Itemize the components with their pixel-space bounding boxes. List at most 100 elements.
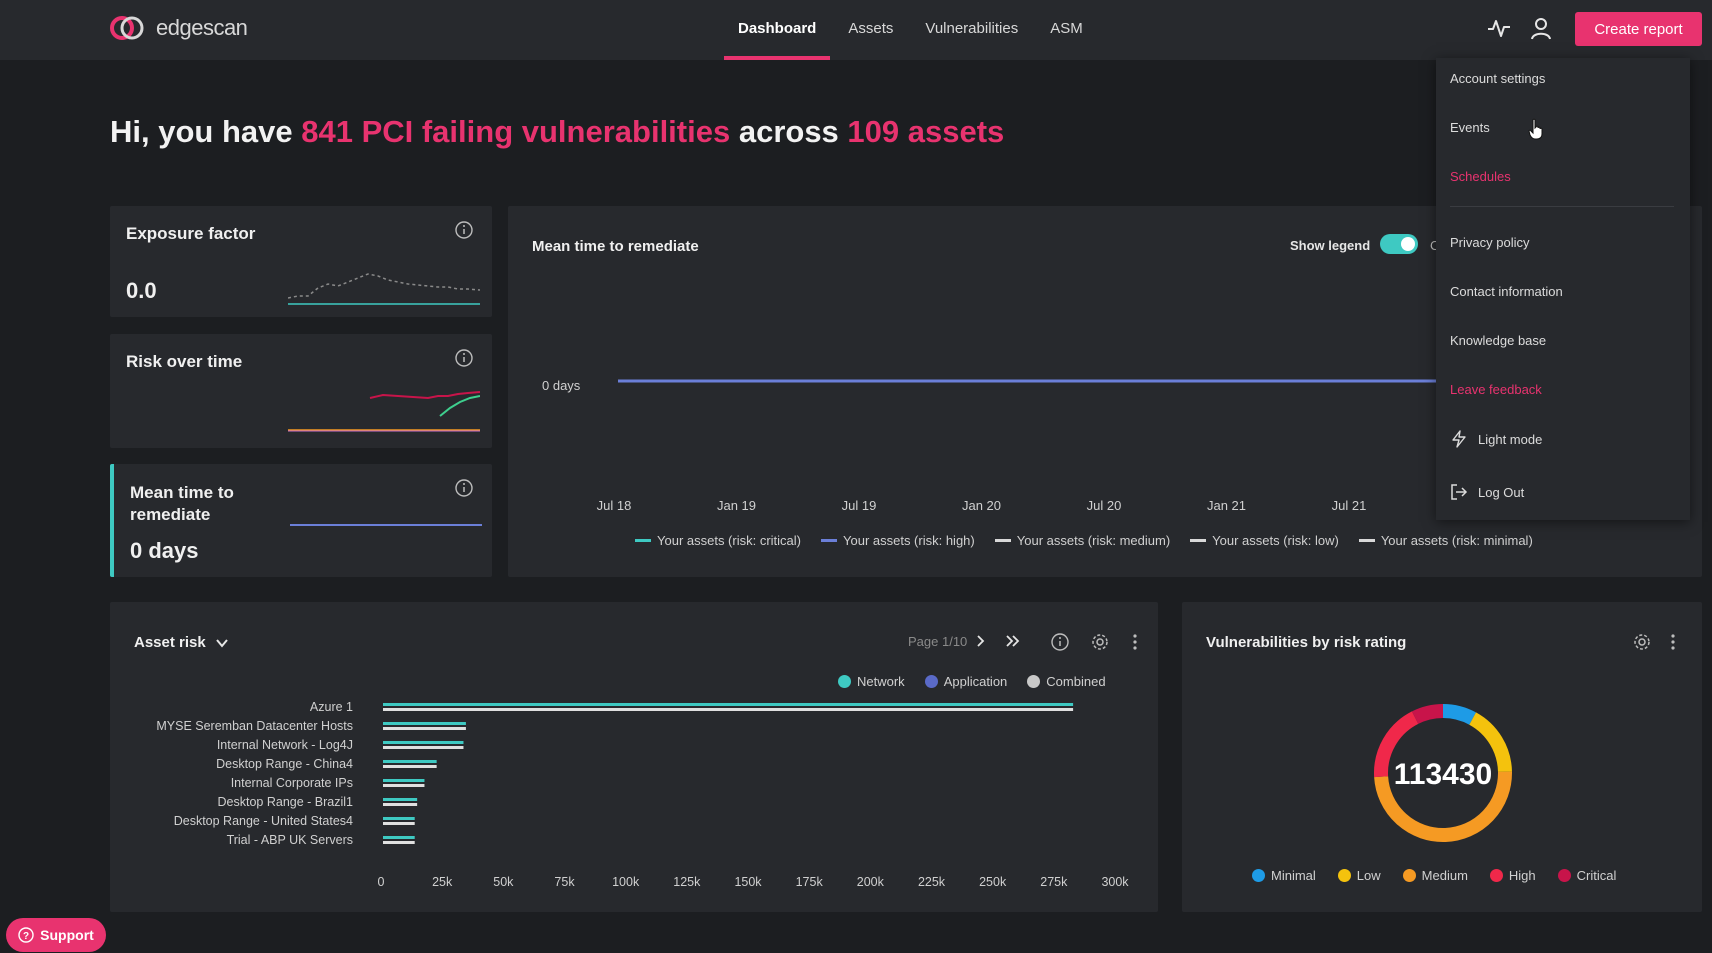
menu-privacy-policy[interactable]: Privacy policy xyxy=(1450,235,1530,250)
chevron-right-icon[interactable] xyxy=(972,632,990,650)
bar-network[interactable] xyxy=(383,836,415,839)
mean-time-to-remediate-card[interactable]: Mean time to remediate 0 days xyxy=(110,464,492,577)
donut-slice-critical[interactable] xyxy=(1411,704,1444,725)
nav-dashboard[interactable]: Dashboard xyxy=(724,0,831,60)
settings-icon[interactable] xyxy=(1632,632,1652,652)
category-label: Internal Network - Log4J xyxy=(217,738,353,752)
pci-vulns-count[interactable]: 841 PCI failing vulnerabilities xyxy=(301,114,731,149)
bar-network[interactable] xyxy=(383,722,466,725)
exposure-factor-card[interactable]: Exposure factor 0.0 xyxy=(110,206,492,317)
legend-item[interactable]: Your assets (risk: critical) xyxy=(635,533,801,548)
bar-combined[interactable] xyxy=(383,727,466,730)
bar-network[interactable] xyxy=(383,741,464,744)
bar-combined[interactable] xyxy=(383,803,418,806)
legend-item[interactable]: High xyxy=(1489,868,1536,883)
legend-swatch xyxy=(1190,539,1207,542)
x-axis-ticks: Jul 18 Jan 19 Jul 19 Jan 20 Jul 20 Jan 21 Jul … xyxy=(508,498,1702,518)
bar-combined[interactable] xyxy=(383,822,415,825)
asset-risk-dropdown[interactable]: Asset risk xyxy=(134,634,230,651)
donut-slice-medium[interactable] xyxy=(1374,771,1512,842)
user-menu-dropdown: Account settings Events Schedules Privac… xyxy=(1436,58,1690,520)
nav-vulnerabilities[interactable]: Vulnerabilities xyxy=(925,20,1019,37)
legend-item[interactable]: Your assets (risk: medium) xyxy=(994,533,1171,548)
legend-item[interactable]: Combined xyxy=(1027,674,1106,689)
legend-item[interactable]: Low xyxy=(1337,868,1381,883)
x-tick: 0 xyxy=(378,875,385,889)
nav-assets[interactable]: Assets xyxy=(848,20,894,37)
more-icon[interactable] xyxy=(1130,632,1140,652)
legend-item[interactable]: Minimal xyxy=(1252,868,1316,883)
bar-network[interactable] xyxy=(383,779,425,782)
legend-item[interactable]: Application xyxy=(924,674,1008,689)
menu-knowledge-base[interactable]: Knowledge base xyxy=(1450,333,1547,348)
bar-network[interactable] xyxy=(383,798,418,801)
legend-label: Application xyxy=(943,674,1008,689)
bar-combined[interactable] xyxy=(383,765,437,768)
donut-total: 113430 xyxy=(1394,758,1492,791)
info-icon[interactable] xyxy=(454,220,474,240)
legend-label: Medium xyxy=(1421,868,1468,883)
risk-over-time-title: Risk over time xyxy=(126,352,243,371)
support-button[interactable]: ? Support xyxy=(6,918,106,952)
x-tick: 300k xyxy=(1101,875,1129,889)
legend-dot xyxy=(1489,869,1503,882)
menu-leave-feedback[interactable]: Leave feedback xyxy=(1450,382,1542,397)
info-icon[interactable] xyxy=(1050,632,1070,652)
activity-icon[interactable] xyxy=(1485,14,1513,42)
legend-item[interactable]: Critical xyxy=(1557,868,1616,883)
info-icon[interactable] xyxy=(454,478,474,498)
mttr-card-value: 0 days xyxy=(130,538,199,563)
bar-network[interactable] xyxy=(383,703,1074,706)
settings-icon[interactable] xyxy=(1090,632,1110,652)
exposure-sparkline xyxy=(288,273,480,305)
logout-icon xyxy=(1451,484,1468,500)
donut-slice-minimal[interactable] xyxy=(1442,704,1476,725)
menu-events[interactable]: Events xyxy=(1450,120,1490,135)
user-icon[interactable] xyxy=(1527,14,1555,42)
legend-item[interactable]: Medium xyxy=(1402,868,1468,883)
menu-light-mode[interactable]: Light mode xyxy=(1450,430,1542,448)
bar-network[interactable] xyxy=(383,817,415,820)
menu-account-settings[interactable]: Account settings xyxy=(1450,71,1546,86)
bar-combined[interactable] xyxy=(383,784,425,787)
donut-slice-high[interactable] xyxy=(1374,711,1419,778)
menu-contact-information[interactable]: Contact information xyxy=(1450,284,1563,299)
donut-slice-low[interactable] xyxy=(1469,712,1512,773)
show-legend-toggle[interactable] xyxy=(1380,234,1418,254)
toggle-knob xyxy=(1401,237,1415,251)
legend-item[interactable]: Your assets (risk: minimal) xyxy=(1358,533,1533,548)
legend-dot xyxy=(838,675,851,688)
help-icon: ? xyxy=(18,927,34,943)
bar-combined[interactable] xyxy=(383,841,415,844)
x-tick: 125k xyxy=(673,875,701,889)
vulns-donut-chart[interactable]: 113430 xyxy=(1368,698,1518,848)
legend-item[interactable]: Your assets (risk: low) xyxy=(1190,533,1339,548)
legend-item[interactable]: Network xyxy=(838,674,905,689)
menu-schedules[interactable]: Schedules xyxy=(1450,169,1511,184)
asset-risk-card: Asset risk Page 1/10 Network Application C… xyxy=(110,602,1158,912)
legend-dot xyxy=(1252,869,1265,882)
double-chevron-right-icon[interactable] xyxy=(1004,632,1022,650)
info-icon[interactable] xyxy=(454,348,474,368)
x-tick: Jul 20 xyxy=(1086,498,1122,513)
chevron-down-icon xyxy=(215,638,228,648)
assets-count[interactable]: 109 assets xyxy=(847,114,1005,149)
menu-log-out[interactable]: Log Out xyxy=(1450,483,1524,501)
y-axis-label: 0 days xyxy=(542,378,581,393)
logo[interactable]: edgescan xyxy=(108,13,248,43)
more-icon[interactable] xyxy=(1668,632,1678,652)
nav-asm[interactable]: ASM xyxy=(1050,20,1083,37)
legend-label: Your assets (risk: medium) xyxy=(1016,533,1171,548)
bar-combined[interactable] xyxy=(383,708,1074,711)
legend-item[interactable]: Your assets (risk: high) xyxy=(821,533,975,548)
bar-network[interactable] xyxy=(383,760,437,763)
risk-over-time-card[interactable]: Risk over time xyxy=(110,334,492,448)
menu-divider xyxy=(1450,206,1674,207)
create-report-button[interactable]: Create report xyxy=(1575,12,1702,46)
bar-combined[interactable] xyxy=(383,746,464,749)
legend-label: Low xyxy=(1356,868,1381,883)
x-tick: 50k xyxy=(493,875,514,889)
mttr-sparkline xyxy=(290,524,482,526)
legend-swatch xyxy=(994,539,1011,542)
legend-label: High xyxy=(1508,868,1536,883)
